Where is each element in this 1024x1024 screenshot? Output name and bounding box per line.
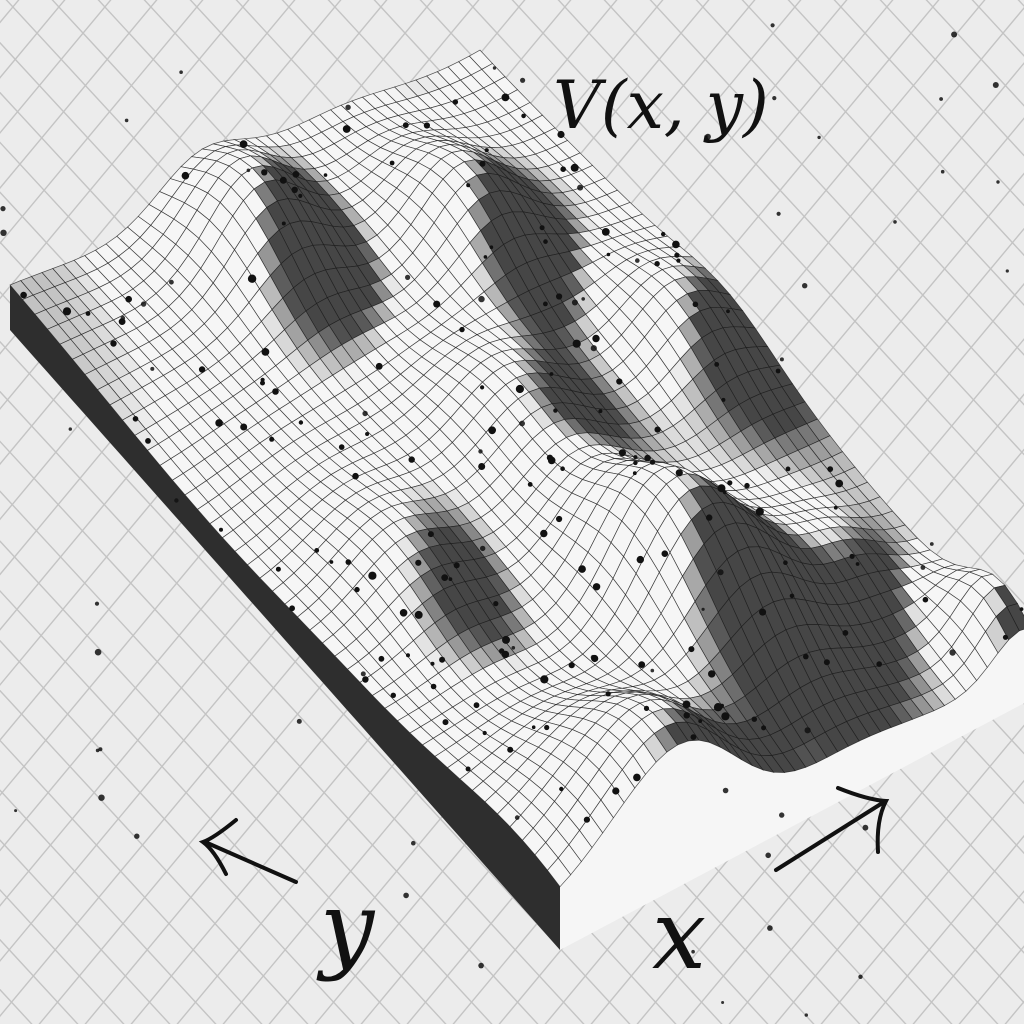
x-axis-label: x [652, 879, 706, 991]
y-axis-label: y [316, 871, 376, 983]
x-axis-arrow-icon [774, 786, 890, 872]
particle-scatter [0, 23, 1024, 1017]
surface-front-left-wall [10, 285, 560, 950]
function-label: V(x, y) [553, 67, 769, 144]
y-axis-arrow-icon [198, 818, 298, 884]
potential-surface-mesh [9, 49, 1024, 950]
surface-front-right-wall [560, 629, 1024, 950]
